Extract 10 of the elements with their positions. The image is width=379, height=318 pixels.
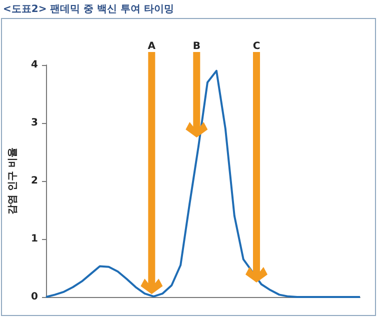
- y-tick-label: 1: [31, 234, 38, 244]
- y-axis-title: 감염 인구 비율: [8, 148, 18, 214]
- text: B: [192, 41, 200, 52]
- y-tick-label: 0: [31, 292, 38, 302]
- y-tick-label: 2: [31, 176, 38, 186]
- y-tick-label: 3: [31, 118, 38, 128]
- text: A: [148, 41, 156, 52]
- text: C: [252, 41, 260, 52]
- chart-title: <도표2> 팬데믹 중 백신 투여 타이밍: [3, 3, 174, 16]
- y-tick-label: 4: [31, 60, 38, 70]
